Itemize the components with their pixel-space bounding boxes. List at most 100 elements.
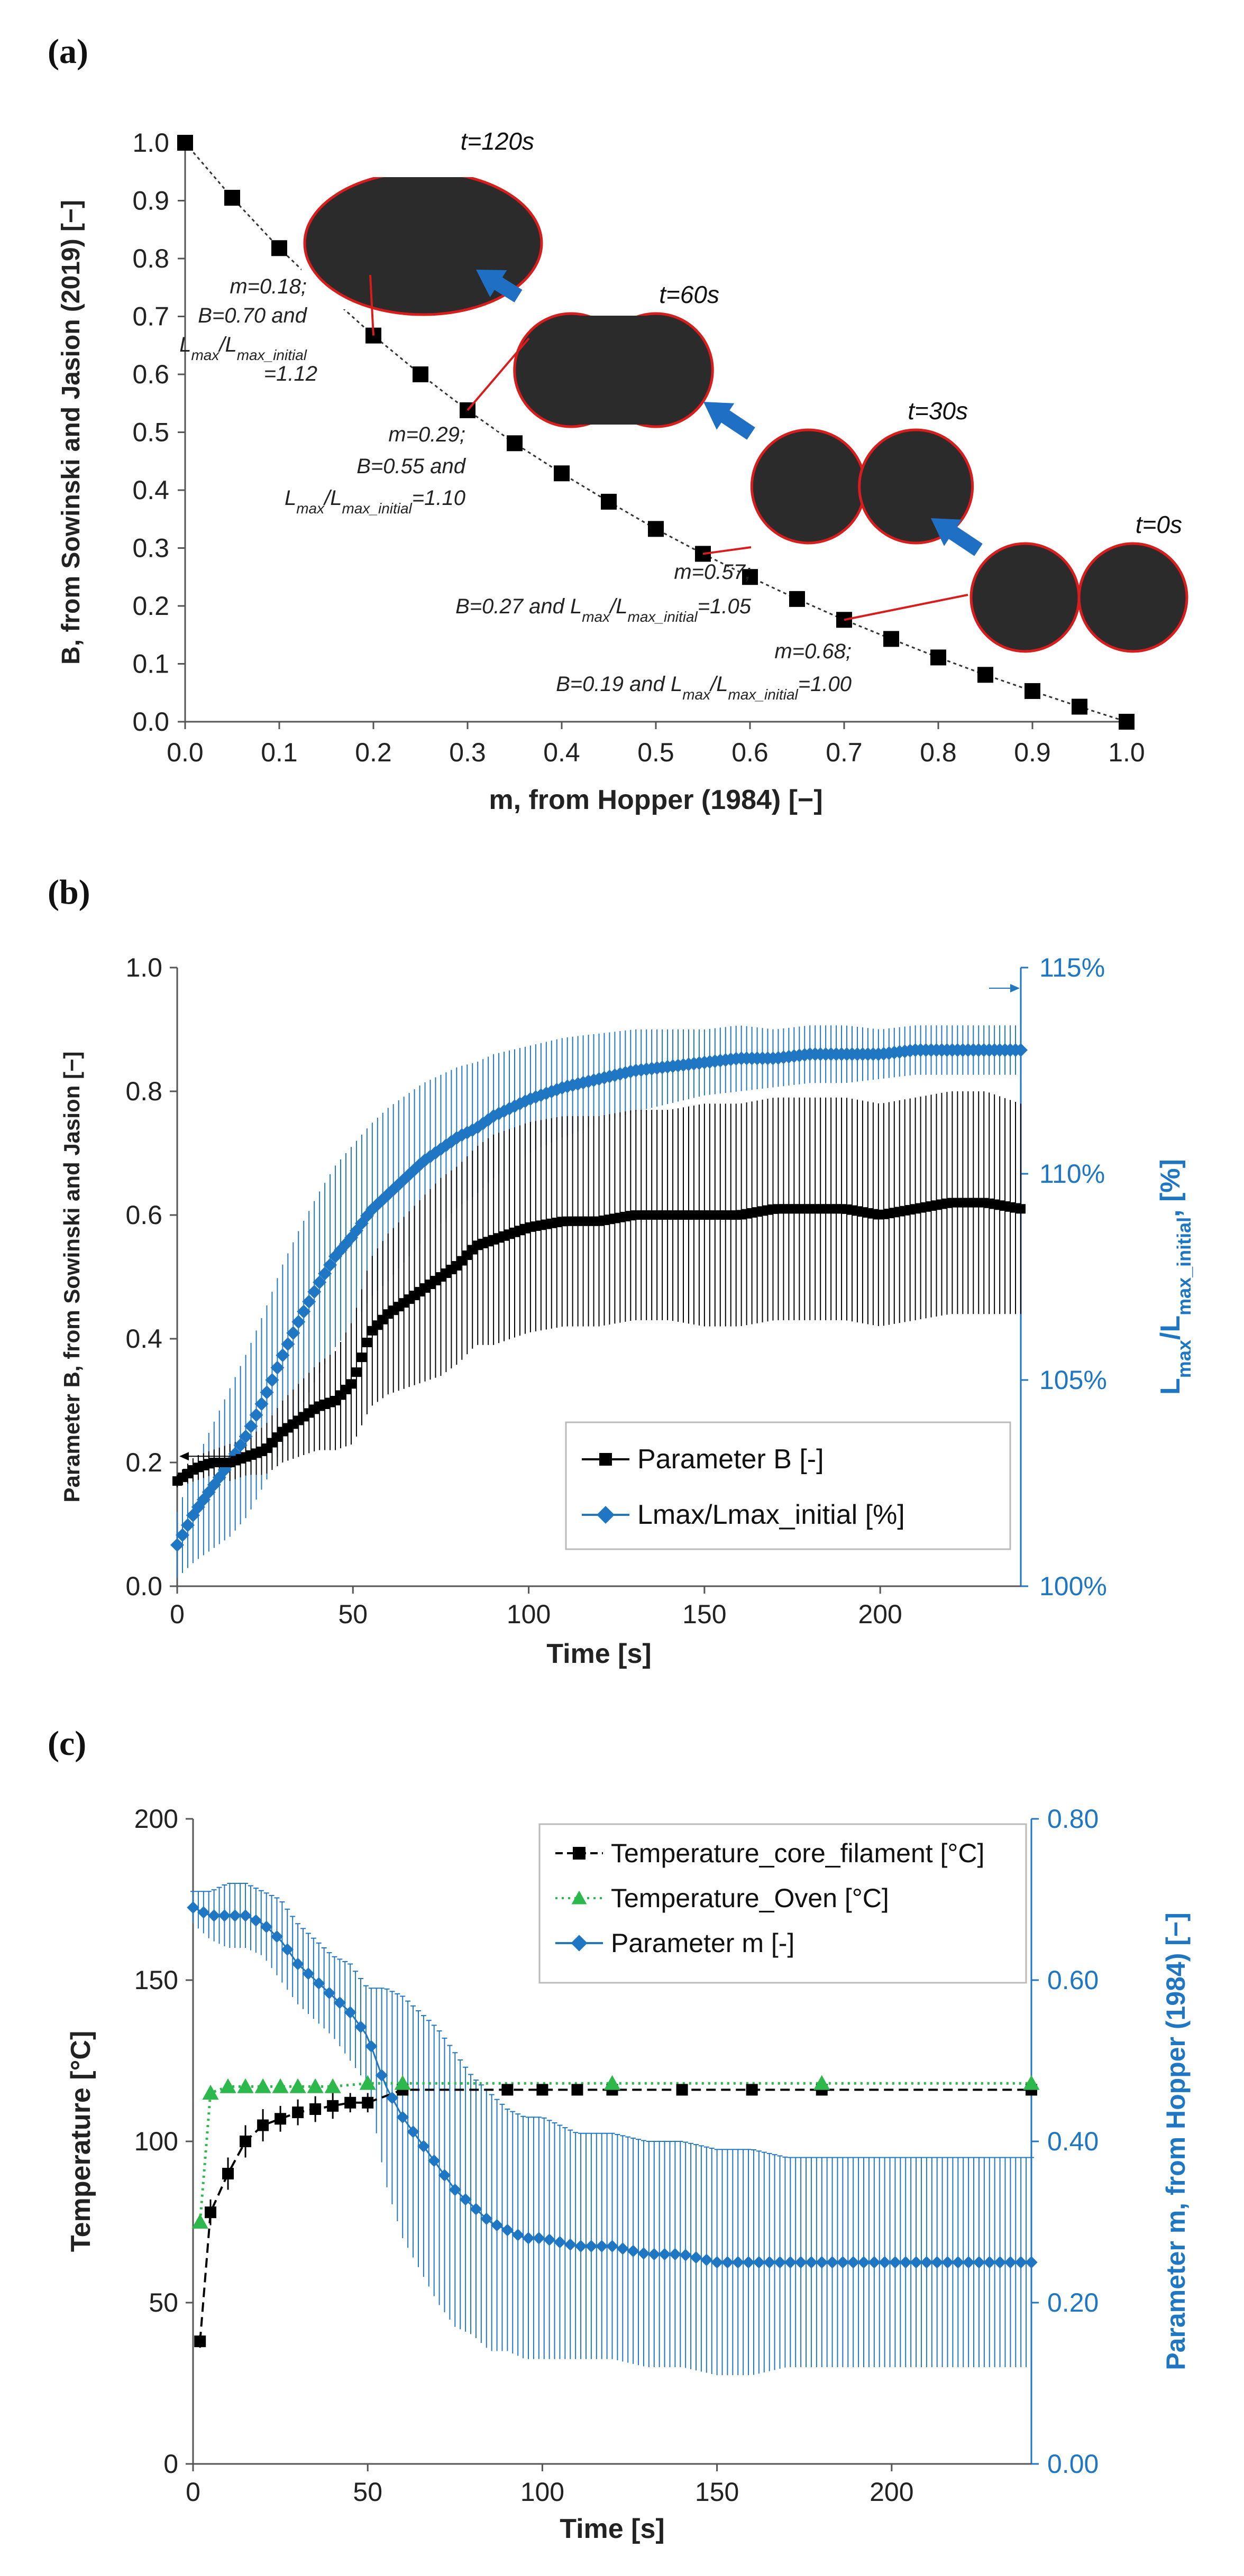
chart-c: 0 50 100 150 200 0.00 0.20 0.40 0.60 0.80 0 50 100 15… xyxy=(66,1804,1191,2544)
panel-c: (c) 0 50 100 150 200 0.00 0.20 0.40 0.60 0.80 0 50 1… xyxy=(0,1692,1244,2576)
legend-label: Parameter B [-] xyxy=(637,1444,824,1475)
data-point xyxy=(170,1538,184,1552)
data-point xyxy=(351,1367,361,1377)
x-tick-label: 0.5 xyxy=(637,738,674,767)
data-point xyxy=(344,2096,356,2109)
x-tick-label: 50 xyxy=(338,1599,368,1629)
data-point xyxy=(930,2256,944,2269)
data-point xyxy=(244,1419,258,1433)
data-point xyxy=(993,2256,1007,2269)
data-point xyxy=(309,2103,322,2115)
annotation-text: B=0.70 and xyxy=(198,304,307,327)
legend-marker xyxy=(571,1935,588,1952)
data-point xyxy=(239,1429,253,1443)
data-point xyxy=(930,649,946,666)
data-point xyxy=(533,2232,545,2244)
data-point xyxy=(362,1338,372,1348)
x-tick-label: 0.8 xyxy=(920,738,957,767)
data-point xyxy=(513,1097,527,1111)
chart-b: 0.0 0.2 0.4 0.6 0.8 1.0 100% 105% 110% 115% 0 50 100… xyxy=(59,953,1195,1669)
y-tick-label: 0.4 xyxy=(125,1324,162,1354)
legend-label: Temperature_Oven [°C] xyxy=(611,1883,889,1913)
data-point xyxy=(177,135,193,151)
y-axis-label: B, from Sowinski and Jasion (2019) [−] xyxy=(57,200,85,665)
legend-marker xyxy=(597,1506,615,1524)
data-point xyxy=(286,1326,300,1340)
data-point xyxy=(376,1192,390,1207)
data-point xyxy=(333,1997,346,2009)
panel-a: (a) 0.0 0.1 0.2 0.3 0.4 0.5 0.6 0.7 0.8 0.9 1.0 0.0… xyxy=(0,0,1244,841)
data-point xyxy=(543,2233,556,2246)
data-point xyxy=(497,1104,511,1118)
data-point xyxy=(742,2256,755,2269)
data-point xyxy=(434,1142,448,1156)
data-point xyxy=(307,1285,322,1299)
x-tick-label: 1.0 xyxy=(1108,738,1145,767)
data-point xyxy=(480,2212,493,2225)
x-tick-label: 150 xyxy=(682,1599,726,1629)
annotation-text: m=0.57; xyxy=(674,560,751,584)
y2-axis-label: Parameter m, from Hopper (1984) [−] xyxy=(1161,1912,1191,2370)
y2-tick-label: 115% xyxy=(1039,953,1105,982)
data-point xyxy=(449,2183,462,2196)
time-label: t=0s xyxy=(1136,511,1182,538)
data-point xyxy=(260,1385,274,1400)
data-point xyxy=(327,2100,339,2112)
x-tick-label: 100 xyxy=(507,1599,551,1629)
y-tick-label: 50 xyxy=(149,2288,178,2317)
y-tick-label: 150 xyxy=(134,1965,178,1995)
annotation-text: m=0.29; xyxy=(388,423,465,446)
data-point xyxy=(501,2224,514,2237)
legend: Temperature_core_filament [°C] Temperatur… xyxy=(538,1823,1027,1984)
y-tick-label: 0.1 xyxy=(132,649,169,679)
x-tick-label: 200 xyxy=(858,1599,902,1629)
legend-label: Lmax/Lmax_initial [%] xyxy=(637,1499,905,1530)
data-point xyxy=(816,2256,828,2269)
data-point xyxy=(637,2247,650,2260)
data-point xyxy=(270,1930,283,1943)
x-axis-label: m, from Hopper (1984) [−] xyxy=(489,785,822,815)
data-point xyxy=(194,2335,206,2348)
data-point xyxy=(523,1092,537,1106)
connector-line xyxy=(466,337,530,411)
data-point xyxy=(601,493,617,510)
x-axis-label: Time [s] xyxy=(560,2514,664,2544)
data-point xyxy=(554,465,570,482)
data-point xyxy=(507,435,523,452)
y-axis-label: Parameter B, from Sowinski and Jasion [−… xyxy=(59,1051,84,1502)
data-point xyxy=(297,1304,311,1319)
axis-pointer-head xyxy=(179,1452,189,1461)
data-point xyxy=(883,631,899,647)
x-tick-label: 0 xyxy=(170,1599,185,1629)
axis-pointer-head xyxy=(1010,984,1020,992)
data-point xyxy=(564,2238,577,2251)
data-point xyxy=(265,1373,279,1387)
y-tick-label: 0.2 xyxy=(125,1448,162,1477)
data-point xyxy=(606,2240,619,2252)
data-point xyxy=(616,2242,629,2255)
data-point xyxy=(700,2253,713,2266)
data-point xyxy=(1014,1043,1028,1057)
chart-a: 0.0 0.1 0.2 0.3 0.4 0.5 0.6 0.7 0.8 0.9 1.0 0.0 0.1 0… xyxy=(57,127,1193,815)
annotation-text: m=0.18; xyxy=(230,275,307,298)
data-point xyxy=(868,2256,881,2269)
data-point xyxy=(427,2154,441,2167)
data-point xyxy=(742,569,758,585)
x-tick-label: 0.3 xyxy=(449,738,486,767)
data-point xyxy=(291,1315,306,1329)
data-point xyxy=(805,2256,818,2269)
x-tick-label: 150 xyxy=(695,2477,739,2507)
data-point xyxy=(679,2249,692,2261)
x-tick-label: 50 xyxy=(353,2477,382,2507)
x-tick-label: 0 xyxy=(186,2477,200,2507)
panel-label: (a) xyxy=(48,32,88,71)
data-point xyxy=(1025,2256,1038,2269)
y2-tick-label: 0.20 xyxy=(1047,2288,1099,2317)
x-tick-label: 0.1 xyxy=(261,738,298,767)
droplet-bridge xyxy=(571,316,656,425)
legend-marker xyxy=(599,1453,612,1466)
data-point xyxy=(417,2140,430,2152)
data-point xyxy=(187,1901,199,1914)
data-point xyxy=(585,2240,598,2252)
y2-tick-label: 0.40 xyxy=(1047,2127,1099,2156)
